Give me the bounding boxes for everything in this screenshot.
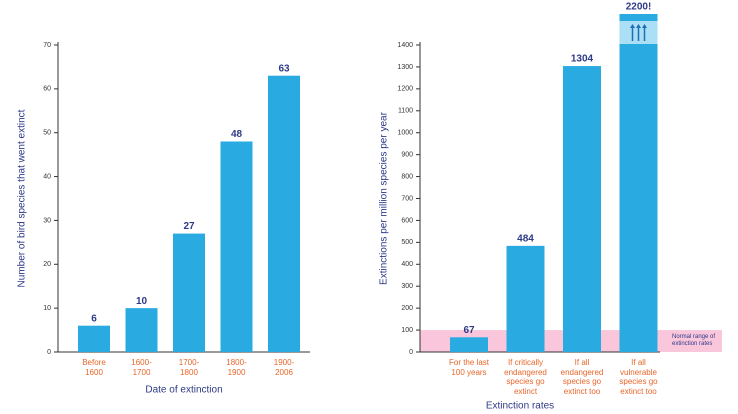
bar — [268, 75, 300, 352]
y-tick-label: 10 — [43, 305, 51, 312]
y-axis-label: Number of bird species that went extinct — [17, 109, 28, 287]
y-tick-label: 20 — [43, 261, 51, 268]
y-tick-label: 70 — [43, 42, 51, 49]
y-tick-label: 100 — [401, 327, 413, 334]
band-label: Normal range of extinction rates — [672, 334, 716, 348]
y-tick-label: 60 — [43, 86, 51, 93]
x-tick-label: For the last 100 years — [448, 358, 489, 377]
x-tick-label: 1700- 1800 — [178, 358, 200, 377]
y-tick-label: 400 — [401, 261, 413, 268]
bar — [173, 233, 205, 352]
y-tick-label: 800 — [401, 173, 413, 180]
break-arrow-head — [630, 24, 635, 28]
bar — [563, 66, 601, 353]
x-tick-label: 1900- 2006 — [273, 358, 295, 377]
x-tick-label: If all endangered species go extinct too — [560, 358, 604, 396]
value-label: 67 — [463, 325, 475, 336]
y-tick-label: 500 — [401, 239, 413, 246]
y-tick-label: 40 — [43, 173, 51, 180]
value-label: 484 — [517, 234, 534, 245]
value-label: 48 — [231, 129, 243, 140]
x-tick-label: Before 1600 — [82, 358, 106, 377]
y-tick-label: 200 — [401, 305, 413, 312]
x-axis-label: Date of extinction — [145, 385, 222, 396]
y-tick-label: 700 — [401, 195, 413, 202]
y-tick-label: 1300 — [397, 64, 413, 71]
y-tick-label: 300 — [401, 283, 413, 290]
y-tick-label: 900 — [401, 151, 413, 158]
break-arrow-head — [636, 24, 641, 28]
value-label: 27 — [183, 221, 195, 232]
y-tick-label: 50 — [43, 130, 51, 137]
y-tick-label: 1400 — [397, 42, 413, 49]
y-axis-label: Extinctions per million species per year — [379, 111, 390, 285]
value-label: 10 — [136, 296, 148, 307]
x-tick-label: 1800- 1900 — [226, 358, 247, 377]
y-tick-label: 600 — [401, 217, 413, 224]
value-label: 2200! — [626, 2, 652, 13]
x-tick-label: 1600- 1700 — [131, 358, 152, 377]
bar — [78, 325, 110, 352]
y-tick-label: 1200 — [397, 86, 413, 93]
y-tick-label: 1100 — [398, 108, 413, 115]
value-label: 6 — [91, 313, 97, 324]
value-label: 63 — [278, 63, 290, 74]
bar — [125, 308, 158, 352]
bar — [450, 337, 488, 352]
break-arrow-head — [642, 24, 647, 28]
bar — [619, 14, 658, 352]
value-label: 1304 — [571, 54, 594, 65]
bar — [220, 141, 253, 352]
x-tick-label: If critically endangered species go exti… — [504, 358, 547, 396]
bar — [506, 245, 545, 352]
y-tick-label: 0 — [409, 349, 413, 356]
y-tick-label: 1000 — [397, 130, 413, 137]
x-tick-label: If all vulnerable species go extinct too — [619, 358, 658, 396]
x-axis-label: Extinction rates — [486, 401, 554, 412]
y-tick-label: 0 — [47, 349, 51, 356]
y-tick-label: 30 — [43, 217, 51, 224]
